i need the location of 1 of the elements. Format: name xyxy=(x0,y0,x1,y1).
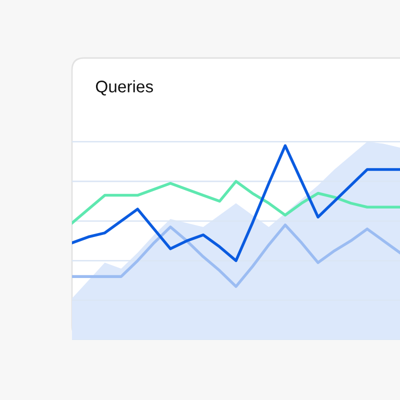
chart-title: Queries xyxy=(96,80,153,96)
